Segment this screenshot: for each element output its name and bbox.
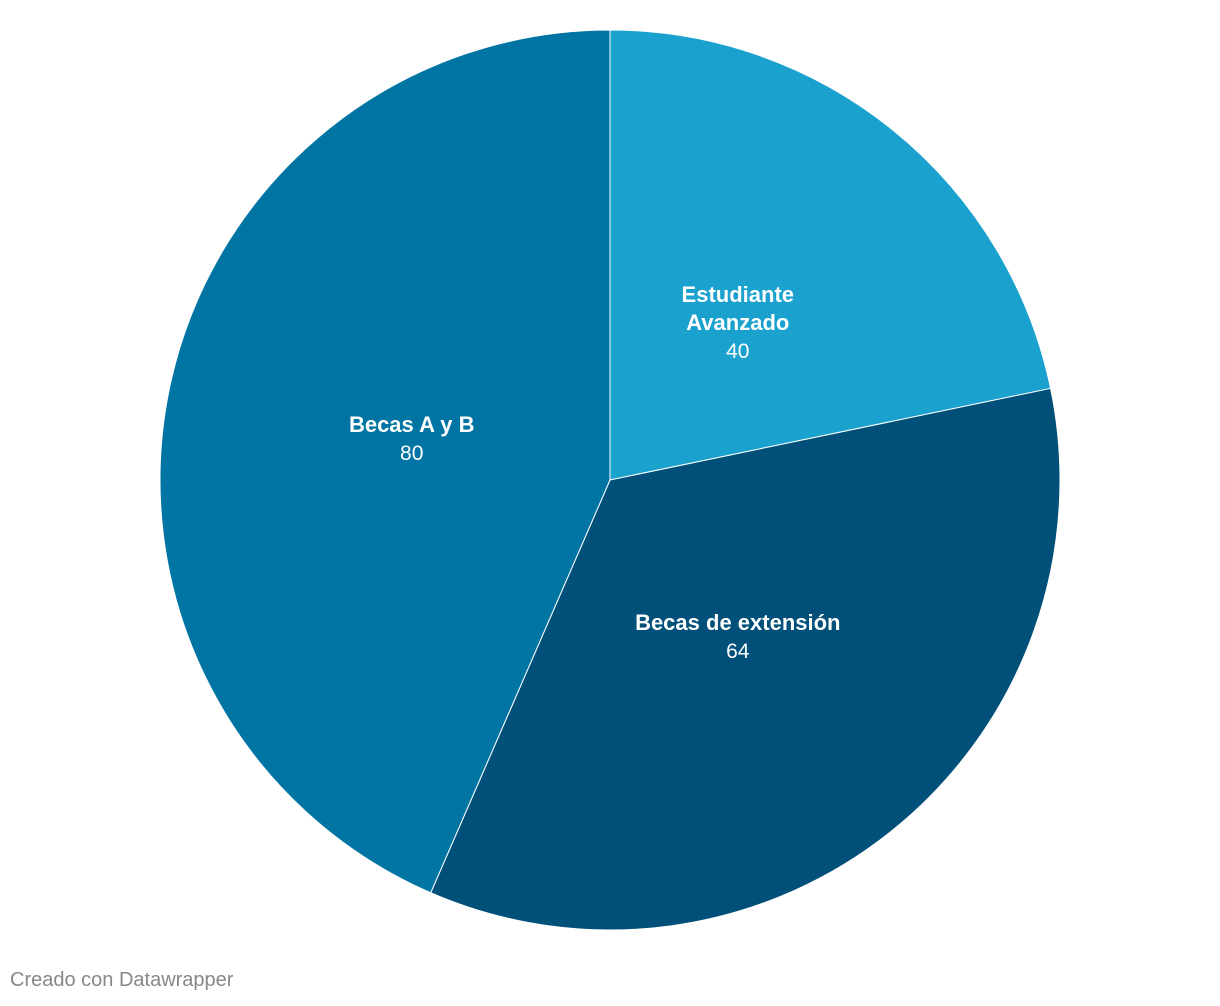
- pie-labels: Estudiante Avanzado 40 Becas de extensión 64…: [349, 282, 841, 663]
- pie-slice[interactable]: [609, 29, 1052, 481]
- pie-slice-value: 64: [726, 640, 750, 663]
- pie-slice-label: Estudiante Avanzado 40: [682, 282, 794, 363]
- pie-slice-value: 40: [726, 340, 749, 363]
- pie-slice-value: 80: [400, 442, 423, 465]
- pie-slice-name: Avanzado: [686, 310, 789, 335]
- pie-slice[interactable]: [159, 29, 611, 894]
- pie-slice-name: Becas de extensión: [635, 610, 840, 635]
- chart-credit[interactable]: Creado con Datawrapper: [10, 969, 234, 991]
- pie-slice-name: Estudiante: [682, 282, 794, 307]
- pie-slice-name: Becas A y B: [349, 412, 475, 437]
- pie-chart: Estudiante Avanzado 40 Becas de extensión 64…: [159, 29, 1061, 931]
- pie-slices: [159, 29, 1061, 931]
- pie-slice-label: Becas de extensión 64: [635, 610, 840, 663]
- pie-slice[interactable]: [430, 387, 1061, 931]
- pie-slice-label: Becas A y B 80: [349, 412, 475, 465]
